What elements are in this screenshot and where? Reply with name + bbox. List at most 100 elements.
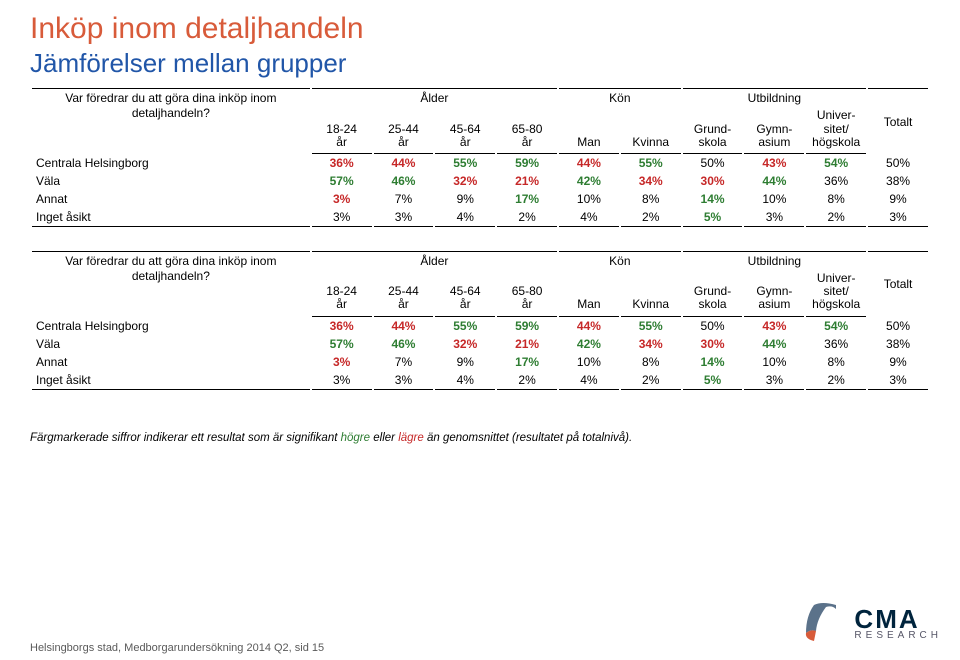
data-cell: 3%: [868, 208, 928, 227]
data-cell: 55%: [621, 154, 681, 172]
data-cell: 14%: [683, 353, 743, 371]
data-cell: 43%: [744, 154, 804, 172]
question-label: Var föredrar du att göra dina inköp inom…: [32, 251, 310, 317]
data-cell: 59%: [497, 154, 557, 172]
table-row: Centrala Helsingborg36%44%55%59%44%55%50…: [32, 317, 928, 335]
column-header-total: Totalt: [868, 251, 928, 317]
data-cell: 2%: [497, 208, 557, 227]
page-footer: Helsingborgs stad, Medborgarundersökning…: [30, 642, 324, 654]
data-cell: 34%: [621, 172, 681, 190]
data-cell: 10%: [744, 190, 804, 208]
footnote-pre: Färgmarkerade siffror indikerar ett resu…: [30, 432, 341, 444]
row-label: Inget åsikt: [32, 371, 310, 390]
data-cell: 38%: [868, 172, 928, 190]
group-header-sex: Kön: [559, 251, 681, 270]
data-cell: 57%: [312, 172, 372, 190]
data-cell: 3%: [312, 353, 372, 371]
table-row: Centrala Helsingborg36%44%55%59%44%55%50…: [32, 154, 928, 172]
data-cell: 55%: [621, 317, 681, 335]
footnote-mid: eller: [373, 432, 398, 444]
column-header: 18-24år: [312, 270, 372, 317]
data-cell: 44%: [374, 154, 434, 172]
table-row: Väla57%46%32%21%42%34%30%44%36%38%: [32, 335, 928, 353]
column-header: Univer-sitet/högskola: [806, 270, 866, 317]
data-cell: 59%: [497, 317, 557, 335]
data-cell: 50%: [868, 154, 928, 172]
data-cell: 10%: [559, 353, 619, 371]
row-label: Väla: [32, 335, 310, 353]
logo-mark: [802, 601, 844, 648]
data-cell: 55%: [435, 317, 495, 335]
column-header: 65-80år: [497, 270, 557, 317]
data-cell: 17%: [497, 190, 557, 208]
column-header: 18-24år: [312, 107, 372, 154]
data-cell: 8%: [806, 190, 866, 208]
data-cell: 36%: [312, 154, 372, 172]
data-cell: 50%: [683, 317, 743, 335]
brand-logo: CMA RESEARCH: [802, 601, 942, 648]
row-label: Annat: [32, 190, 310, 208]
row-label: Väla: [32, 172, 310, 190]
data-cell: 44%: [374, 317, 434, 335]
group-header-education: Utbildning: [683, 88, 866, 107]
column-header: 45-64år: [435, 107, 495, 154]
row-label: Inget åsikt: [32, 208, 310, 227]
data-cell: 10%: [744, 353, 804, 371]
data-cell: 3%: [312, 190, 372, 208]
data-cell: 34%: [621, 335, 681, 353]
column-header: 25-44år: [374, 270, 434, 317]
logo-cma: CMA: [854, 608, 942, 630]
data-cell: 10%: [559, 190, 619, 208]
logo-research: RESEARCH: [854, 630, 942, 641]
data-cell: 17%: [497, 353, 557, 371]
group-header-age: Ålder: [312, 88, 557, 107]
data-cell: 46%: [374, 172, 434, 190]
group-header-sex: Kön: [559, 88, 681, 107]
data-cell: 4%: [559, 371, 619, 390]
footnote-post: än genomsnittet (resultatet på totalnivå…: [427, 432, 632, 444]
data-cell: 44%: [559, 317, 619, 335]
data-cell: 2%: [621, 371, 681, 390]
comparison-table: Var föredrar du att göra dina inköp inom…: [30, 251, 930, 390]
data-cell: 21%: [497, 335, 557, 353]
data-cell: 9%: [868, 190, 928, 208]
table-row: Väla57%46%32%21%42%34%30%44%36%38%: [32, 172, 928, 190]
data-cell: 8%: [621, 353, 681, 371]
comparison-table: Var föredrar du att göra dina inköp inom…: [30, 88, 930, 227]
footnote-lower: lägre: [398, 432, 424, 444]
group-header-age: Ålder: [312, 251, 557, 270]
data-cell: 3%: [312, 371, 372, 390]
column-header: Man: [559, 270, 619, 317]
data-cell: 8%: [621, 190, 681, 208]
data-cell: 3%: [312, 208, 372, 227]
page-title: Inköp inom detaljhandeln: [30, 12, 930, 47]
data-cell: 32%: [435, 172, 495, 190]
column-header: 65-80år: [497, 107, 557, 154]
data-cell: 42%: [559, 172, 619, 190]
data-cell: 44%: [744, 172, 804, 190]
data-cell: 50%: [868, 317, 928, 335]
data-cell: 54%: [806, 154, 866, 172]
data-cell: 30%: [683, 335, 743, 353]
column-header: Gymn-asium: [744, 107, 804, 154]
column-header: Gymn-asium: [744, 270, 804, 317]
data-cell: 21%: [497, 172, 557, 190]
data-cell: 3%: [868, 371, 928, 390]
data-cell: 4%: [559, 208, 619, 227]
data-cell: 36%: [806, 335, 866, 353]
column-header: Grund-skola: [683, 270, 743, 317]
data-cell: 38%: [868, 335, 928, 353]
data-cell: 14%: [683, 190, 743, 208]
data-cell: 43%: [744, 317, 804, 335]
table-row: Annat3%7%9%17%10%8%14%10%8%9%: [32, 190, 928, 208]
data-cell: 9%: [435, 353, 495, 371]
table-row: Annat3%7%9%17%10%8%14%10%8%9%: [32, 353, 928, 371]
table-row: Inget åsikt3%3%4%2%4%2%5%3%2%3%: [32, 208, 928, 227]
data-cell: 8%: [806, 353, 866, 371]
data-cell: 3%: [744, 208, 804, 227]
data-cell: 36%: [806, 172, 866, 190]
row-label: Annat: [32, 353, 310, 371]
column-header: Kvinna: [621, 270, 681, 317]
data-cell: 9%: [868, 353, 928, 371]
data-cell: 5%: [683, 208, 743, 227]
